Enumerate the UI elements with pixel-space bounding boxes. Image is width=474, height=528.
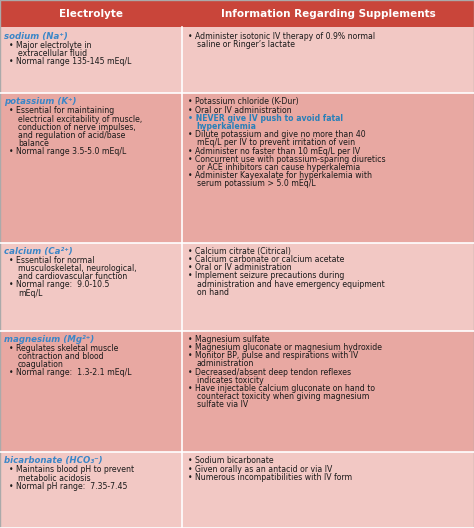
Text: Information Regarding Supplements: Information Regarding Supplements [221, 9, 436, 18]
Bar [0, 0, 474, 27]
Bar [0, 452, 474, 528]
Text: • Maintains blood pH to prevent: • Maintains blood pH to prevent [9, 465, 134, 475]
Text: serum potassium > 5.0 mEq/L: serum potassium > 5.0 mEq/L [197, 180, 315, 188]
Text: electrical excitability of muscle,: electrical excitability of muscle, [18, 115, 142, 124]
Text: mEq/L per IV to prevent irritation of vein: mEq/L per IV to prevent irritation of ve… [197, 138, 355, 147]
Text: • Normal range:  9.0-10.5: • Normal range: 9.0-10.5 [9, 280, 109, 289]
Text: • Monitor BP, pulse and respirations with IV: • Monitor BP, pulse and respirations wit… [188, 351, 358, 360]
Text: musculoskeletal, neurological,: musculoskeletal, neurological, [18, 264, 137, 273]
Text: bicarbonate (HCO₃⁻): bicarbonate (HCO₃⁻) [4, 456, 102, 465]
Text: • Magnesium gluconate or magnesium hydroxide: • Magnesium gluconate or magnesium hydro… [188, 343, 382, 352]
Text: Electrolyte: Electrolyte [59, 9, 123, 18]
Text: magnesium (Mg²⁺): magnesium (Mg²⁺) [4, 335, 94, 344]
Text: and regulation of acid/base: and regulation of acid/base [18, 131, 126, 140]
Text: • Calcium carbonate or calcium acetate: • Calcium carbonate or calcium acetate [188, 255, 345, 264]
Text: on hand: on hand [197, 288, 229, 297]
Text: • Oral or IV administration: • Oral or IV administration [188, 106, 292, 115]
Text: mEq/L: mEq/L [18, 289, 42, 298]
Text: • Implement seizure precautions during: • Implement seizure precautions during [188, 271, 345, 280]
Text: • Essential for normal: • Essential for normal [9, 256, 94, 265]
Text: administration and have emergency equipment: administration and have emergency equipm… [197, 279, 384, 289]
Text: • Essential for maintaining: • Essential for maintaining [9, 107, 114, 116]
Text: and cardiovascular function: and cardiovascular function [18, 272, 127, 281]
Text: • NEVER give IV push to avoid fatal: • NEVER give IV push to avoid fatal [188, 114, 343, 123]
Text: • Normal range:  1.3-2.1 mEq/L: • Normal range: 1.3-2.1 mEq/L [9, 369, 131, 378]
Text: • Administer isotonic IV therapy of 0.9% normal: • Administer isotonic IV therapy of 0.9%… [188, 32, 375, 41]
Text: • Major electrolyte in: • Major electrolyte in [9, 41, 91, 50]
Text: counteract toxicity when giving magnesium: counteract toxicity when giving magnesiu… [197, 392, 369, 401]
Text: saline or Ringer’s lactate: saline or Ringer’s lactate [197, 40, 295, 49]
Text: or ACE inhibitors can cause hyperkalemia: or ACE inhibitors can cause hyperkalemia [197, 163, 360, 172]
Text: metabolic acidosis: metabolic acidosis [18, 474, 91, 483]
Text: sulfate via IV: sulfate via IV [197, 400, 248, 409]
Text: administration: administration [197, 360, 254, 369]
Bar [0, 331, 474, 452]
Text: extracellular fluid: extracellular fluid [18, 49, 87, 58]
Text: • Administer no faster than 10 mEq/L per IV: • Administer no faster than 10 mEq/L per… [188, 147, 360, 156]
Text: • Concurrent use with potassium-sparing diuretics: • Concurrent use with potassium-sparing … [188, 155, 386, 164]
Text: indicates toxicity: indicates toxicity [197, 376, 264, 385]
Text: • Normal pH range:  7.35-7.45: • Normal pH range: 7.35-7.45 [9, 482, 127, 491]
Bar [0, 242, 474, 331]
Text: • Numerous incompatibilities with IV form: • Numerous incompatibilities with IV for… [188, 473, 352, 482]
Text: calcium (Ca²⁺): calcium (Ca²⁺) [4, 247, 73, 256]
Bar [0, 93, 474, 242]
Text: sodium (Na⁺): sodium (Na⁺) [4, 32, 68, 41]
Text: • Given orally as an antacid or via IV: • Given orally as an antacid or via IV [188, 465, 332, 474]
Text: • Normal range 3.5-5.0 mEq/L: • Normal range 3.5-5.0 mEq/L [9, 147, 126, 156]
Text: coagulation: coagulation [18, 360, 64, 369]
Text: • Have injectable calcium gluconate on hand to: • Have injectable calcium gluconate on h… [188, 384, 375, 393]
Text: • Calcium citrate (Citrical): • Calcium citrate (Citrical) [188, 247, 291, 256]
Text: • Decreased/absent deep tendon reflexes: • Decreased/absent deep tendon reflexes [188, 367, 351, 376]
Text: • Administer Kayexalate for hyperkalemia with: • Administer Kayexalate for hyperkalemia… [188, 171, 372, 180]
Bar [0, 27, 474, 93]
Text: • Magnesium sulfate: • Magnesium sulfate [188, 335, 270, 344]
Text: • Sodium bicarbonate: • Sodium bicarbonate [188, 456, 274, 465]
Text: contraction and blood: contraction and blood [18, 352, 104, 361]
Text: • Oral or IV administration: • Oral or IV administration [188, 263, 292, 272]
Text: • Normal range 135-145 mEq/L: • Normal range 135-145 mEq/L [9, 57, 131, 66]
Text: • Regulates skeletal muscle: • Regulates skeletal muscle [9, 344, 118, 353]
Text: hyperkalemia: hyperkalemia [197, 122, 256, 131]
Text: • Potassium chloride (K-Dur): • Potassium chloride (K-Dur) [188, 98, 299, 107]
Text: potassium (K⁺): potassium (K⁺) [4, 98, 76, 107]
Text: conduction of nerve impulses,: conduction of nerve impulses, [18, 123, 136, 132]
Text: balance: balance [18, 139, 49, 148]
Text: • Dilute potassium and give no more than 40: • Dilute potassium and give no more than… [188, 130, 366, 139]
